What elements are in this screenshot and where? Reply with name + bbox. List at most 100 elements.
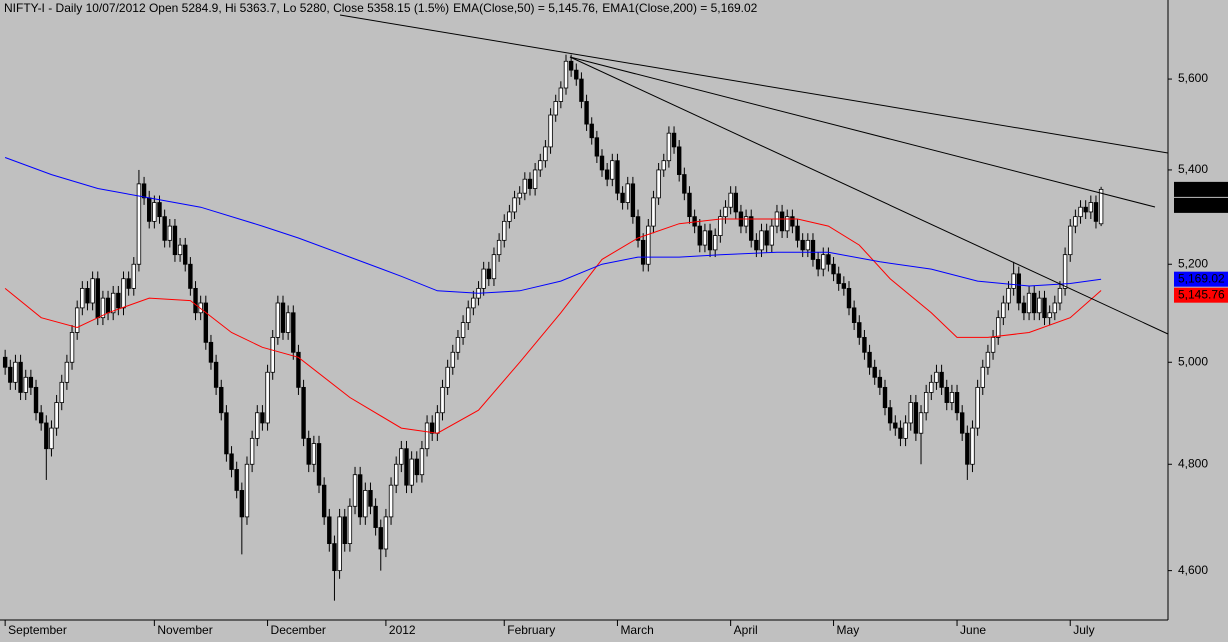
candle-body	[579, 78, 584, 102]
x-tick-label: December	[271, 623, 326, 637]
candle-body	[466, 307, 471, 323]
candle-body	[450, 351, 455, 368]
x-tick-label: March	[620, 623, 653, 637]
candle-body	[630, 183, 636, 218]
legend-entry: EMA(Close,50) = 5,145.76,	[453, 1, 598, 15]
candle-body	[882, 386, 888, 409]
price-label-box	[1174, 181, 1228, 197]
y-tick-label: 4,800	[1178, 456, 1208, 470]
candle-body	[74, 307, 80, 333]
candle-body	[558, 87, 564, 102]
candle-body	[1001, 302, 1006, 319]
candle-body	[136, 183, 142, 265]
candle-body	[646, 225, 651, 265]
candle-body	[445, 366, 450, 388]
candle-body	[105, 297, 111, 314]
candle-body	[59, 381, 64, 403]
candle-body	[249, 437, 255, 465]
candle-body	[990, 336, 996, 353]
candle-body	[1073, 216, 1078, 227]
candle-body	[357, 474, 363, 518]
candle-body	[85, 287, 90, 304]
candle-body	[430, 422, 435, 434]
candle-body	[409, 458, 414, 486]
candle-body	[239, 490, 245, 518]
candle-body	[749, 216, 754, 241]
candle-body	[553, 101, 558, 116]
candle-body	[260, 412, 265, 424]
candle-body	[306, 437, 311, 465]
candle-body	[548, 114, 553, 148]
candle-body	[908, 402, 913, 424]
candle-body	[460, 322, 466, 338]
candle-body	[532, 169, 538, 189]
candle-body	[939, 371, 944, 388]
candle-body	[64, 361, 70, 383]
candle-body	[311, 443, 317, 465]
candle-body	[923, 392, 929, 414]
candle-body	[615, 160, 620, 194]
candle-body	[985, 351, 991, 368]
candle-body	[219, 386, 224, 414]
candle-body	[131, 263, 136, 289]
candle-body	[707, 230, 713, 251]
ema-line	[4, 157, 1102, 294]
candle-body	[332, 543, 337, 572]
candle-body	[229, 453, 234, 470]
candle-body	[188, 263, 193, 289]
candle-body	[754, 239, 759, 251]
candle-body	[337, 516, 342, 572]
candle-body	[959, 412, 965, 434]
x-tick-label: May	[837, 623, 860, 637]
candle-body	[625, 183, 630, 203]
candle-body	[666, 132, 672, 162]
candle-body	[1011, 273, 1016, 289]
candle-body	[718, 216, 723, 236]
candle-body	[877, 376, 883, 388]
candle-body	[388, 484, 394, 518]
candle-body	[1068, 225, 1073, 256]
candle-body	[543, 146, 548, 162]
candle-body	[399, 448, 404, 465]
candle-body	[18, 361, 23, 393]
candle-body	[949, 392, 955, 403]
x-tick-label: November	[157, 623, 212, 637]
candle-body	[368, 490, 373, 507]
trend-line	[339, 14, 1169, 154]
candle-body	[1083, 206, 1088, 213]
candle-body	[291, 312, 296, 353]
candle-body	[702, 230, 708, 246]
candle-body	[898, 427, 903, 439]
candle-body	[167, 225, 172, 241]
candle-body	[872, 366, 877, 378]
candle-body	[810, 239, 816, 260]
candle-body	[815, 259, 821, 270]
candle-body	[183, 244, 188, 265]
candle-body	[157, 202, 162, 218]
candle-body	[1052, 302, 1058, 314]
candle-body	[656, 169, 661, 199]
x-tick-label: 2012	[389, 623, 416, 637]
candle-body	[682, 174, 687, 194]
candle-body	[635, 216, 641, 241]
candle-body	[44, 422, 49, 450]
candle-body	[507, 211, 512, 222]
candle-body	[2, 356, 8, 368]
candle-body	[512, 197, 517, 213]
candle-body	[1088, 202, 1094, 213]
candle-body	[1042, 297, 1047, 319]
candle-body	[1057, 287, 1063, 304]
candle-body	[867, 351, 872, 368]
candle-body	[393, 463, 399, 486]
candle-body	[13, 361, 18, 383]
candle-body	[944, 386, 949, 403]
candle-body	[213, 361, 219, 388]
candle-body	[327, 516, 332, 545]
candle-body	[779, 211, 785, 232]
candle-body	[455, 336, 461, 353]
candle-body	[1047, 312, 1052, 319]
candle-body	[162, 216, 167, 241]
candle-body	[419, 448, 425, 476]
candle-body	[764, 230, 769, 246]
